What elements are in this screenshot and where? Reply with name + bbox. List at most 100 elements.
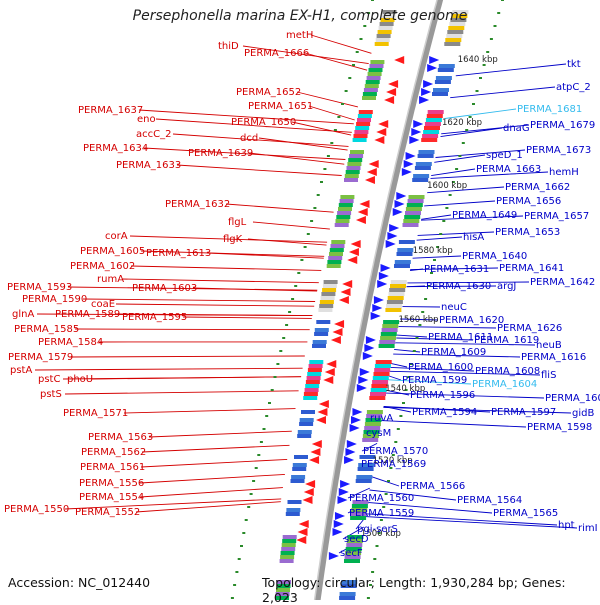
gene-label-right: argJ bbox=[497, 281, 516, 292]
gene-block-right bbox=[379, 344, 395, 348]
gene-block-left bbox=[348, 158, 362, 162]
gene-block-left bbox=[336, 215, 350, 219]
gene-block-left bbox=[308, 368, 322, 372]
tick-dot bbox=[455, 168, 458, 170]
tick-dot bbox=[458, 155, 461, 157]
gene-block-left bbox=[304, 392, 318, 396]
label-connector-right bbox=[372, 477, 399, 486]
tick-dot bbox=[233, 584, 236, 586]
gene-arrow-minus bbox=[394, 56, 404, 64]
gene-label-left: PERMA_1554 bbox=[79, 492, 144, 503]
tick-dot bbox=[371, 571, 374, 573]
tick-dot bbox=[399, 415, 402, 417]
gene-label-left: PERMA_1550 bbox=[4, 504, 69, 515]
gene-arrow-minus bbox=[334, 320, 344, 328]
gene-arrow-plus bbox=[404, 160, 414, 168]
gene-label-left: corA bbox=[105, 231, 128, 242]
tick-dot bbox=[291, 298, 294, 300]
gene-block-left bbox=[282, 539, 296, 543]
tick-dot bbox=[352, 64, 355, 66]
gene-block-left bbox=[327, 264, 341, 268]
gene-arrow-minus bbox=[323, 376, 333, 384]
gene-label-right: PERMA_1559 bbox=[349, 508, 414, 519]
gene-block-left bbox=[354, 134, 368, 138]
gene-block-left bbox=[313, 340, 327, 344]
gene-block-left bbox=[305, 384, 319, 388]
gene-label-right: PERMA_1656 bbox=[496, 196, 561, 207]
gene-arrow-plus bbox=[351, 416, 361, 424]
gene-arrow-minus bbox=[325, 368, 335, 376]
gene-label-right: neuC bbox=[441, 302, 467, 313]
label-connector-left bbox=[116, 304, 314, 306]
gene-label-left: PERMA_1639 bbox=[188, 148, 253, 159]
gene-arrow-plus bbox=[394, 200, 404, 208]
gene-label-left: pstC bbox=[38, 374, 60, 385]
tick-dot bbox=[363, 25, 366, 27]
gene-label-right: PERMA_1626 bbox=[497, 323, 562, 334]
gene-arrow-plus bbox=[386, 240, 396, 248]
gene-label-left: flgL bbox=[228, 217, 247, 228]
gene-arrow-plus bbox=[357, 384, 367, 392]
gene-arrow-minus bbox=[365, 176, 375, 184]
gene-block-right bbox=[375, 364, 391, 368]
tick-dot bbox=[445, 207, 448, 209]
gene-arrow-minus bbox=[299, 520, 309, 528]
gene-label-right: PERMA_1642 bbox=[530, 277, 595, 288]
gene-label-right: PERMA_1604 bbox=[472, 379, 537, 390]
label-connector-left bbox=[253, 222, 330, 229]
gene-arrow-minus bbox=[369, 160, 379, 168]
gene-label-right: PERMA_1609 bbox=[421, 347, 486, 358]
gene-label-right: PERMA_1597 bbox=[491, 407, 556, 418]
gene-arrow-minus bbox=[331, 336, 341, 344]
gene-block-left bbox=[283, 535, 297, 539]
gene-label-left: PERMA_1603 bbox=[132, 283, 197, 294]
tick-dot bbox=[263, 428, 266, 430]
gene-block-left bbox=[365, 84, 379, 88]
gene-arrow-plus bbox=[389, 224, 399, 232]
gene-arrow-minus bbox=[388, 80, 398, 88]
gene-block-right bbox=[395, 260, 411, 264]
gene-arrow-plus bbox=[374, 296, 384, 304]
gene-block-left bbox=[346, 170, 360, 174]
gene-block-right bbox=[387, 300, 403, 304]
label-connector-right bbox=[431, 169, 475, 176]
tick-dot bbox=[265, 415, 268, 417]
label-connector-right bbox=[381, 421, 526, 427]
gene-block-right bbox=[415, 166, 431, 170]
tick-dot bbox=[327, 155, 330, 157]
gene-block-right bbox=[379, 340, 395, 344]
label-connector-left bbox=[141, 459, 287, 467]
gene-arrow-minus bbox=[310, 448, 320, 456]
gene-arrow-plus bbox=[358, 376, 368, 384]
gene-label-left: PERMA_1552 bbox=[75, 507, 140, 518]
label-connector-left bbox=[131, 266, 321, 270]
gene-label-left: PERMA_1589 bbox=[55, 309, 120, 320]
tick-dot bbox=[323, 168, 326, 170]
gene-arrow-plus bbox=[334, 520, 344, 528]
tick-dot bbox=[371, 0, 374, 1]
gene-block-left bbox=[315, 328, 329, 332]
label-connector-left bbox=[149, 431, 292, 437]
gene-arrow-minus bbox=[309, 456, 319, 464]
genome-summary-text: Topology: circular; Length: 1,930,284 bp… bbox=[262, 575, 600, 605]
gene-label-right: neuB bbox=[536, 340, 562, 351]
gene-block-left bbox=[329, 252, 343, 256]
gene-block-left bbox=[293, 463, 307, 467]
gene-block-left bbox=[359, 110, 373, 114]
gene-block-right bbox=[390, 284, 406, 288]
gene-block-right bbox=[356, 479, 372, 483]
gene-arrow-plus bbox=[344, 456, 354, 464]
gene-label-right: gidB bbox=[572, 408, 594, 419]
gene-label-right: PERMA_1653 bbox=[495, 227, 560, 238]
label-connector-left bbox=[75, 329, 310, 330]
gene-block-left bbox=[312, 344, 326, 348]
gene-block-right bbox=[391, 280, 407, 284]
gene-arrow-minus bbox=[316, 416, 326, 424]
gene-label-right: hemH bbox=[549, 167, 579, 178]
gene-arrow-minus bbox=[303, 496, 313, 504]
gene-block-left bbox=[369, 68, 383, 72]
label-connector-left bbox=[140, 488, 283, 497]
gene-block-right bbox=[408, 199, 424, 203]
gene-label-right: PERMA_1616 bbox=[521, 352, 586, 363]
gene-block-left bbox=[331, 240, 345, 244]
